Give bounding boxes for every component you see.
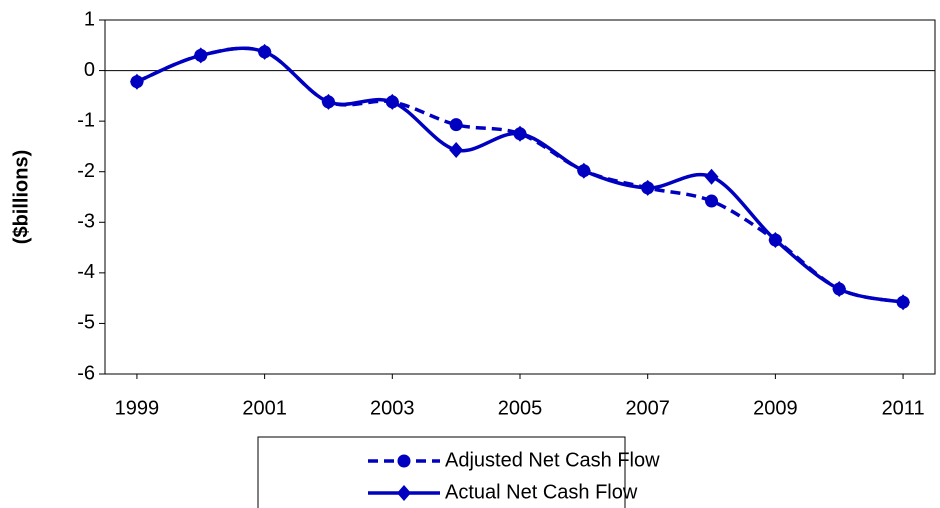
legend-box xyxy=(257,436,626,508)
series-line xyxy=(136,46,904,304)
marker-diamond xyxy=(397,485,411,501)
x-tick-label: 2003 xyxy=(370,397,415,419)
x-tick-label: 1999 xyxy=(115,397,160,419)
marker-diamond xyxy=(832,281,847,298)
x-tick-label: 2009 xyxy=(753,397,798,419)
marker-diamond xyxy=(321,93,336,110)
y-tick-label: -3 xyxy=(77,211,95,233)
x-tick-label: 2001 xyxy=(242,397,287,419)
legend-label: Actual Net Cash Flow xyxy=(445,481,638,503)
y-tick-label: -2 xyxy=(77,160,95,182)
marker-diamond xyxy=(768,231,783,248)
y-tick-label: -1 xyxy=(77,109,95,131)
marker-diamond xyxy=(640,179,655,196)
y-tick-label: 1 xyxy=(84,8,95,30)
y-axis-label: ($billions) xyxy=(10,150,32,244)
marker-diamond xyxy=(257,43,272,60)
marker-circle xyxy=(449,118,463,132)
series-line xyxy=(136,46,904,304)
y-tick-label: -6 xyxy=(77,362,95,384)
marker-diamond xyxy=(193,47,208,64)
marker-circle xyxy=(397,454,411,468)
y-tick-label: -4 xyxy=(77,261,95,283)
marker-diamond xyxy=(129,73,144,90)
marker-diamond xyxy=(576,162,591,179)
x-tick-label: 2007 xyxy=(625,397,670,419)
marker-diamond xyxy=(704,168,719,185)
marker-diamond xyxy=(385,93,400,110)
x-tick-label: 2005 xyxy=(498,397,543,419)
x-tick-label: 2011 xyxy=(882,397,925,419)
marker-diamond xyxy=(449,141,464,158)
marker-diamond xyxy=(896,294,911,311)
plot-area xyxy=(104,19,936,375)
y-tick-label: -5 xyxy=(77,312,95,334)
marker-diamond xyxy=(513,125,527,142)
y-tick-label: 0 xyxy=(84,59,95,81)
legend-label: Adjusted Net Cash Flow xyxy=(445,449,660,471)
marker-circle xyxy=(705,194,719,208)
